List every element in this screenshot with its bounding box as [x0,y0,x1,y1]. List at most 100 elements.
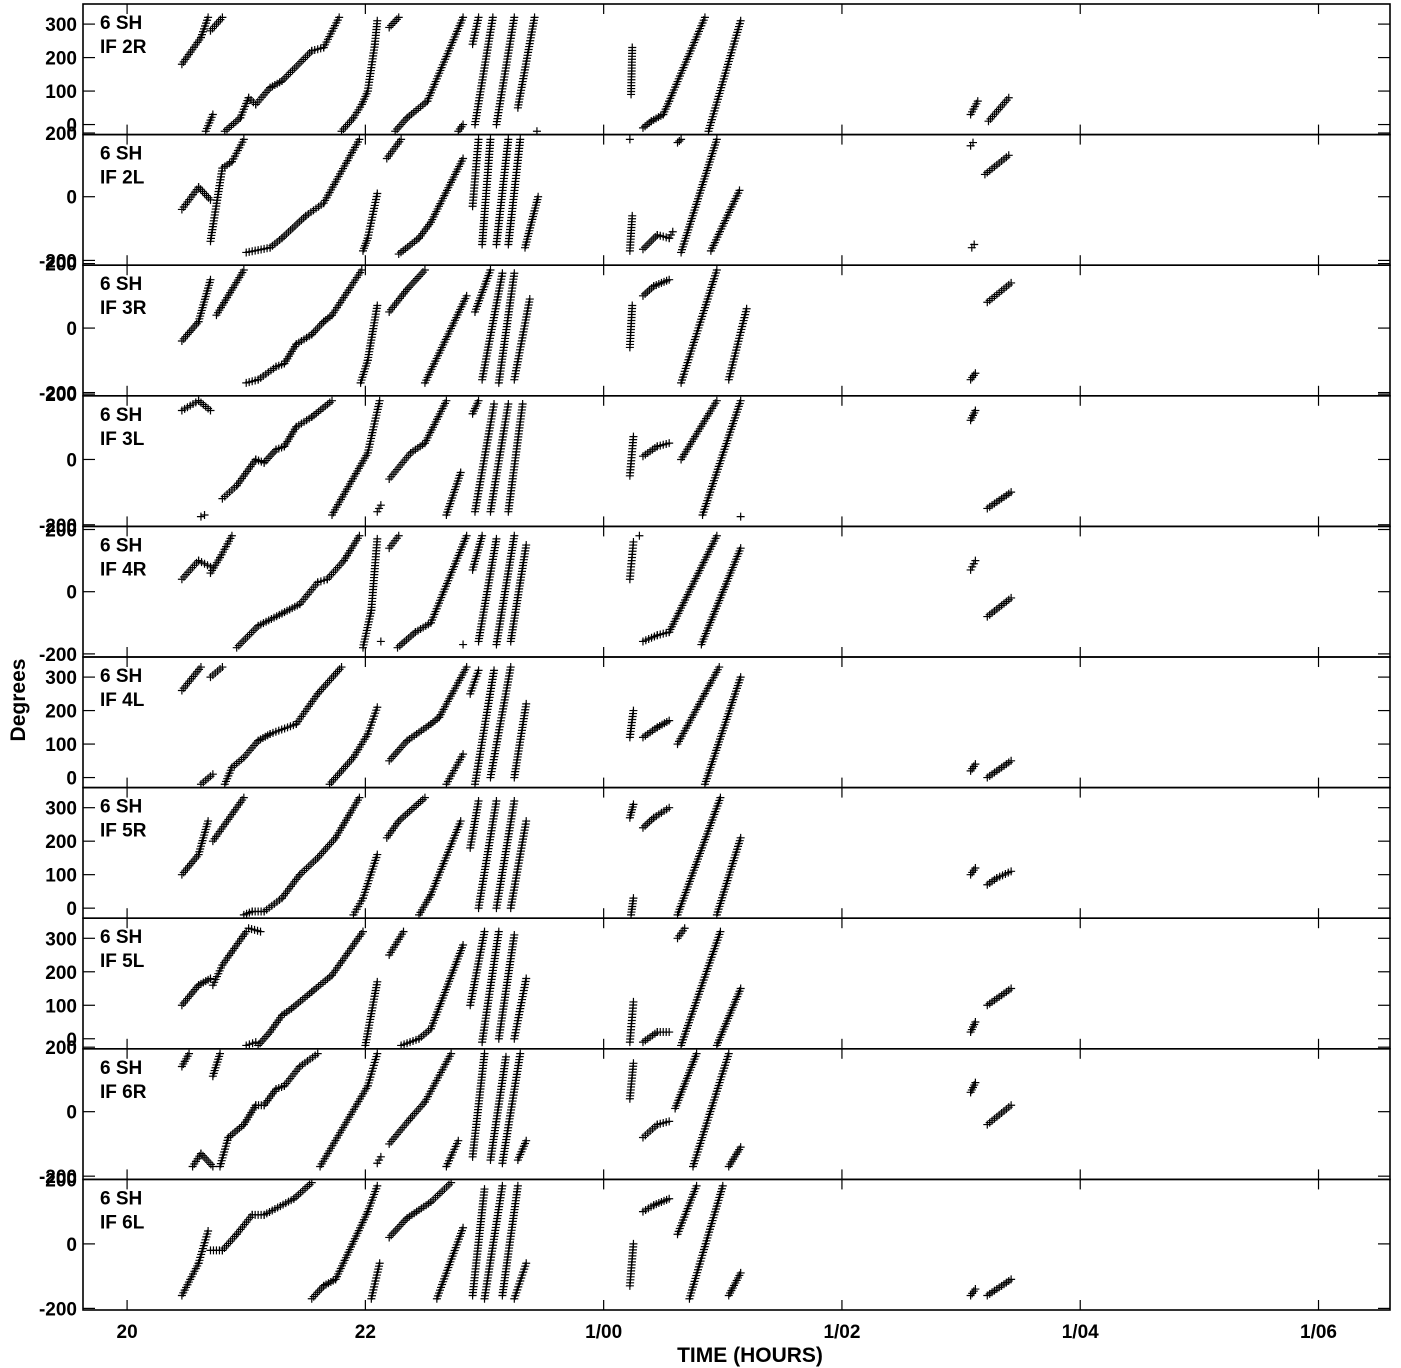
data-point [243,632,252,641]
y-tick-label: 0 [66,899,77,920]
data-point [286,68,295,77]
data-point [700,13,709,22]
x-tick-label: 22 [355,1322,376,1343]
data-point [177,336,186,345]
data-point [645,286,654,295]
panel-label-if: IF 6R [100,1082,147,1103]
y-tick-label: 300 [45,929,77,950]
data-point [311,326,320,335]
data-point [373,16,382,25]
y-tick-label: 0 [66,583,77,604]
data-point [498,269,507,278]
data-point [459,13,468,22]
data-point [375,396,384,405]
y-tick-label: 0 [66,116,77,137]
y-tick-label: -200 [39,516,77,537]
data-point [1007,488,1016,497]
data-point [647,237,656,246]
data-point [206,195,215,204]
data-point [474,13,483,22]
data-point [288,223,297,232]
data-point [638,823,647,832]
data-point [236,639,245,648]
data-point [206,1160,215,1169]
data-point [200,510,209,519]
data-point [292,61,301,70]
data-point [677,135,686,144]
y-tick-label: 200 [45,124,77,145]
data-point [239,637,248,646]
data-point [179,334,188,343]
data-point [189,324,198,333]
data-point [266,452,275,461]
data-point [373,534,382,543]
panel-label-if: IF 2L [100,168,145,189]
data-point [293,219,302,228]
data-point [395,1222,404,1231]
data-point [397,1220,406,1229]
x-tick-label: 1/04 [1062,1322,1099,1343]
panel-frame [82,525,1391,658]
panel-frame [82,264,1391,397]
data-point [227,531,236,540]
data-point [736,396,745,405]
data-point [282,230,291,239]
data-point [190,321,199,330]
data-point [208,1162,217,1171]
data-point [241,634,250,643]
data-point [232,643,241,652]
data-point [414,799,423,808]
data-point [239,266,248,275]
data-point [418,268,427,277]
panel-label-source: 6 SH [100,1058,142,1079]
y-tick-label: -200 [39,384,77,405]
panel-label-source: 6 SH [100,405,142,426]
y-tick-label: 100 [45,82,77,103]
panel-10: 200 0 -200 6 SH IF 6L [39,1170,1391,1320]
data-point [675,136,684,145]
data-point [647,815,656,824]
y-tick-label: 200 [45,49,77,70]
panel-frame [82,656,1391,789]
data-point [492,534,501,543]
data-point [204,13,213,22]
data-point [462,291,471,300]
panel-label-if: IF 4R [100,559,147,580]
data-point [971,406,980,415]
data-point [645,817,654,826]
data-point [407,805,416,814]
y-tick-label: 200 [45,385,77,406]
data-point [412,274,421,283]
data-point [510,13,519,22]
data-point [317,1283,326,1292]
data-point [307,1294,316,1303]
data-point [412,801,421,810]
y-tick-label: 200 [45,963,77,984]
data-point [510,269,519,278]
x-tick-label: 1/00 [585,1322,622,1343]
panel-frame [82,917,1391,1050]
data-point [971,369,980,378]
y-tick-label: 300 [45,15,77,36]
x-axis-title: TIME (HOURS) [677,1344,823,1367]
panel-label-source: 6 SH [100,666,142,687]
data-point [397,135,406,144]
data-point [1004,151,1013,160]
data-point [200,1153,209,1162]
data-point [409,278,418,287]
data-point [394,13,403,22]
data-point [641,289,650,298]
panel-5: 200 0 -200 6 SH IF 4R [39,521,1391,666]
data-point [459,120,468,129]
data-point [392,15,401,24]
data-point [638,245,647,254]
y-tick-label: -200 [39,645,77,666]
panel-label-if: IF 4L [100,690,145,711]
data-point [394,531,403,540]
data-point [280,74,289,83]
data-point [311,1290,320,1299]
panel-label-if: IF 2R [100,37,147,58]
data-point [416,270,425,279]
data-point [204,193,213,202]
data-point [638,291,647,300]
